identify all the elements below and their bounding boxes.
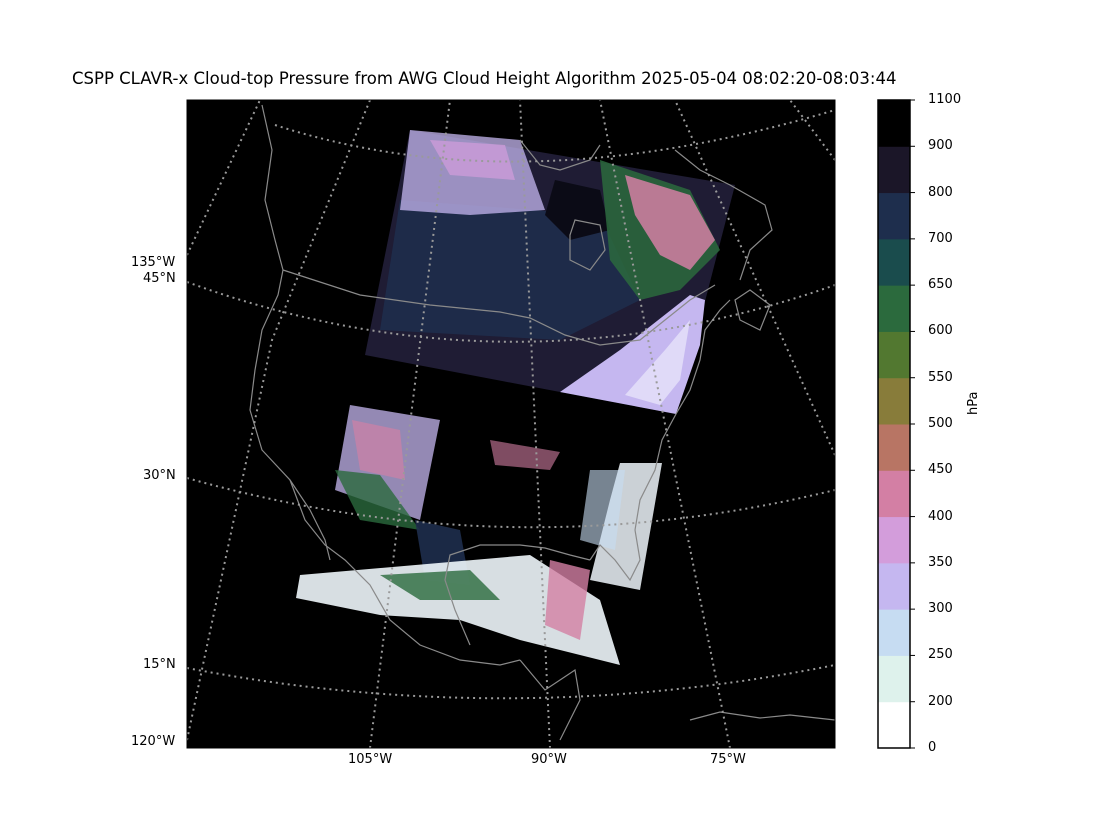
meridian-90w <box>519 100 551 748</box>
colorbar-tick-label: 400 <box>928 508 953 524</box>
colorbar-tick-label: 650 <box>928 277 953 293</box>
lat-label-45n: 45°N <box>143 271 176 286</box>
swath-north <box>365 130 735 414</box>
swath-north-dark-lake <box>545 180 610 240</box>
colorbar-band <box>878 562 910 610</box>
colorbar-band <box>878 192 910 240</box>
colorbar-tick-label: 600 <box>928 323 953 339</box>
colorbar-band <box>878 100 910 147</box>
canada-us-border <box>282 269 716 346</box>
pacific-coast <box>249 104 521 666</box>
lon-label-90w: 90°W <box>531 752 567 767</box>
colorbar <box>878 99 915 749</box>
map-frame <box>186 99 836 749</box>
colorbar-tick-label: 450 <box>928 462 953 478</box>
colorbar-tick-label: 700 <box>928 230 953 246</box>
meridian-105w <box>369 100 451 748</box>
colorbar-band <box>878 655 910 703</box>
colorbar-band <box>878 470 910 518</box>
colorbar-tick-label: 200 <box>928 693 953 709</box>
colorbar-tick-label: 1100 <box>928 92 962 107</box>
parallel-60n <box>274 109 835 163</box>
swath-north-pink-ne <box>625 175 715 270</box>
labrador-coast <box>674 149 773 281</box>
swath-south-green-south <box>380 570 500 600</box>
swath-south-pink-nw <box>352 420 405 480</box>
colorbar-band <box>878 424 910 471</box>
meridian-75w <box>599 100 731 748</box>
yucatan <box>519 659 581 741</box>
swath-north-pink-nw <box>430 140 515 180</box>
swath-north-white-se <box>625 320 690 405</box>
colorbar-tick-label: 250 <box>928 647 953 663</box>
great-lakes <box>569 219 606 271</box>
lon-label-105w: 105°W <box>348 752 393 767</box>
lon-label-135w: 135°W <box>131 255 176 270</box>
chart-title: CSPP CLAVR-x Cloud-top Pressure from AWG… <box>72 69 897 88</box>
colorbar-tick-label: 0 <box>928 740 937 755</box>
colorbar-band <box>878 238 910 286</box>
colorbar-band <box>878 516 910 564</box>
colorbar-band <box>878 331 910 379</box>
lat-label-15n: 15°N <box>143 657 176 672</box>
colorbar-band <box>878 285 910 332</box>
colorbar-band <box>878 701 910 749</box>
parallel-15n <box>187 664 835 700</box>
colorbar-band <box>878 146 910 194</box>
colorbar-band <box>878 609 910 656</box>
lon-label-120w: 120°W <box>131 734 176 749</box>
swath-south <box>296 405 662 665</box>
meridian-120w <box>187 100 371 741</box>
colorbar-tick-label: 550 <box>928 369 953 385</box>
colorbar-tick-label: 300 <box>928 601 953 617</box>
newfoundland <box>734 289 771 331</box>
baja-california <box>289 479 331 561</box>
swath-south-highcloud-east <box>580 470 625 550</box>
gulf-of-mexico-coast <box>444 544 591 646</box>
colorbar-tick-label: 350 <box>928 554 953 570</box>
swath-south-pink-south <box>545 560 590 640</box>
colorbar-band <box>878 377 910 425</box>
swath-south-white-south <box>296 555 620 665</box>
meridian-135w <box>187 100 261 256</box>
lon-label-75w: 75°W <box>710 752 746 767</box>
florida <box>589 529 641 582</box>
parallel-45n <box>187 281 835 343</box>
swath-south-white-east <box>590 463 662 590</box>
hudson-bay <box>519 139 601 171</box>
colorbar-unit-label: hPa <box>966 391 981 415</box>
colorbar-tick-label: 800 <box>928 184 953 200</box>
caribbean-islands <box>689 711 835 721</box>
colorbar-frame <box>877 99 911 749</box>
lat-label-30n: 30°N <box>143 468 176 483</box>
meridian-45w <box>789 100 835 161</box>
graticule <box>187 100 835 748</box>
meridian-60w <box>674 100 835 456</box>
colorbar-tick-label: 900 <box>928 138 953 154</box>
swath-south-pink-center <box>490 440 560 470</box>
colorbar-tick-label: 500 <box>928 416 953 431</box>
